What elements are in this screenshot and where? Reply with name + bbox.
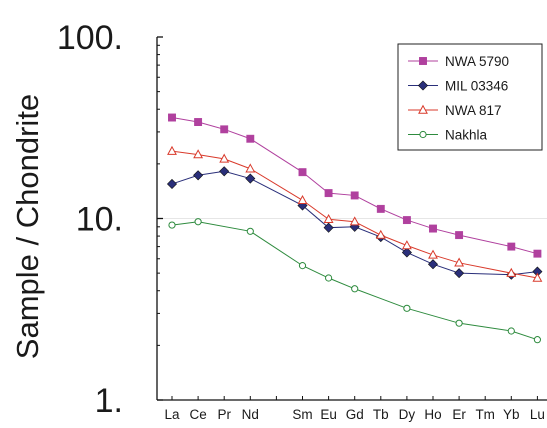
data-point <box>220 125 229 134</box>
data-point <box>194 218 202 226</box>
data-point <box>507 242 516 251</box>
y-tick-label: 1. <box>95 382 123 420</box>
data-point <box>401 247 412 258</box>
legend: NWA 5790 MIL 03346 NWA 817 Nakhla <box>397 43 543 151</box>
x-tick-label: Lu <box>530 407 545 422</box>
data-point <box>455 231 464 240</box>
legend-label: NWA 5790 <box>445 54 509 69</box>
data-point <box>507 327 515 335</box>
legend-marker <box>419 57 427 65</box>
data-point <box>168 221 176 229</box>
data-point <box>454 257 465 267</box>
data-point <box>323 222 334 233</box>
legend-label: NWA 817 <box>445 103 502 118</box>
data-point <box>246 227 254 235</box>
data-point <box>219 166 230 177</box>
data-point <box>375 229 386 239</box>
data-point <box>325 274 333 282</box>
legend-marker <box>417 80 429 91</box>
x-tick-label: Dy <box>399 407 416 422</box>
data-point <box>297 194 308 204</box>
x-tick-label: Er <box>452 407 466 422</box>
data-point <box>246 134 255 143</box>
data-point <box>298 168 307 177</box>
x-tick-label: Eu <box>320 407 337 422</box>
data-point <box>349 216 360 226</box>
x-tick-label: Tm <box>475 407 495 422</box>
series-line <box>171 221 538 341</box>
data-point <box>532 272 543 282</box>
data-point <box>298 262 307 270</box>
data-point <box>350 191 359 200</box>
data-point <box>427 259 439 270</box>
data-point <box>351 285 359 293</box>
data-point <box>402 216 411 225</box>
legend-label: MIL 03346 <box>445 79 508 94</box>
data-point <box>167 145 177 155</box>
x-tick-label: La <box>164 407 180 422</box>
legend-label: Nakhla <box>445 128 488 143</box>
legend-marker <box>418 104 428 114</box>
data-point <box>454 268 465 279</box>
y-tick-label: 10. <box>76 201 123 239</box>
data-point <box>533 336 542 344</box>
x-tick-label: Gd <box>346 407 364 422</box>
data-point <box>324 189 333 198</box>
data-point <box>219 153 230 163</box>
x-tick-label: Nd <box>242 407 259 422</box>
series-nwa-5790 <box>168 113 542 258</box>
x-tick-label: Tb <box>373 407 389 422</box>
x-tick-label: Ce <box>189 407 206 422</box>
data-point <box>428 249 438 259</box>
data-point <box>403 304 411 312</box>
data-point <box>194 118 203 126</box>
data-point <box>401 240 412 250</box>
data-point <box>193 149 204 159</box>
data-point <box>506 267 517 277</box>
data-point <box>168 113 176 122</box>
data-point <box>166 178 178 189</box>
series-nakhla <box>168 218 542 344</box>
data-point <box>245 163 256 173</box>
x-tick-label: Sm <box>292 407 312 422</box>
x-tick-label: Yb <box>503 407 520 422</box>
data-point <box>323 213 334 223</box>
x-tick-label: Pr <box>217 407 231 422</box>
data-point <box>245 173 256 184</box>
series-nwa-817 <box>167 145 543 282</box>
data-point <box>429 224 437 233</box>
data-point <box>376 204 385 213</box>
data-point <box>455 319 463 327</box>
x-tick-label: Ho <box>424 407 441 422</box>
y-tick-label: 100. <box>57 19 123 57</box>
data-point <box>193 170 204 181</box>
legend-marker <box>419 130 427 139</box>
y-axis-label: Sample / Chondrite <box>10 94 45 359</box>
data-point <box>533 249 542 258</box>
